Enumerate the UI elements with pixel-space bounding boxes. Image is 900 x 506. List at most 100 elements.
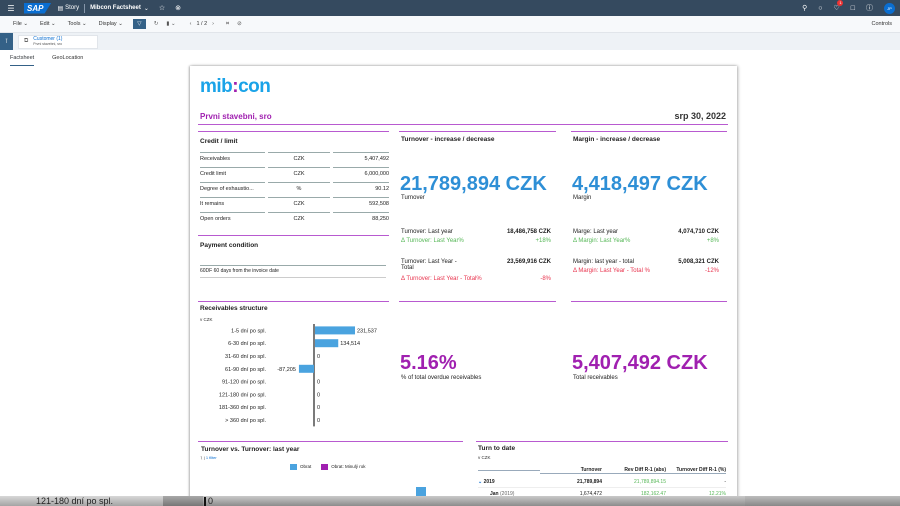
column-header[interactable]: Turnover Diff R-1 (%) (666, 467, 726, 474)
next-page-icon[interactable]: › (212, 21, 214, 27)
chart-filter-link[interactable]: ∖ | 1 filter (200, 455, 217, 460)
bar[interactable] (315, 339, 339, 348)
dimension-icon: ⧉ (24, 38, 29, 44)
legend-item[interactable]: Obrat: Minulý rok (321, 464, 366, 470)
menu-file[interactable]: File ⌄ (13, 21, 29, 27)
table-row: Receivables CZK 5,407,492 (200, 152, 389, 167)
menu-icon[interactable]: ☰ (7, 3, 15, 13)
receivables-structure-unit: v CZK (200, 317, 213, 322)
report-page: mib:con Prvni stavebni, sro srp 30, 2022… (190, 66, 737, 506)
close-circle-icon[interactable]: ⊗ (175, 5, 182, 12)
report-date: srp 30, 2022 (674, 111, 726, 121)
data-label: 0 (317, 405, 320, 411)
table-row: Credit limit CZK 6,000,000 (200, 167, 389, 182)
turnover-last-year-total-delta-value: -8% (540, 276, 551, 282)
legend-item[interactable]: Obrat (290, 464, 311, 470)
overdue-kpi-value[interactable]: 5.16% (400, 352, 457, 374)
overlay-category-label: 121-180 dní po spl. (36, 496, 114, 506)
turnover-title: Turnover - increase / decrease (401, 136, 495, 143)
mibcon-logo: mib:con (200, 76, 271, 97)
story-title[interactable]: Mibcon Factsheet (90, 5, 141, 11)
story-menu[interactable]: ▤ Story (57, 5, 79, 12)
filter-chip-subtitle: Prvni stavebni, sro (33, 42, 63, 46)
section-divider (399, 301, 556, 302)
fullscreen-icon[interactable]: ⌗ (225, 20, 230, 27)
bookmark-icon[interactable]: ▮ ⌄ (166, 21, 176, 27)
header-divider (198, 124, 728, 125)
margin-kpi-value[interactable]: 4,418,497 CZK (572, 173, 708, 195)
tab-factsheet[interactable]: Factsheet (10, 50, 35, 66)
section-divider (571, 301, 727, 302)
filter-chip-title: Customer (1) (33, 36, 63, 42)
table-row[interactable]: Jan (2019) 1,674,472 182,162.47 12.21% (490, 491, 726, 497)
margin-last-year-total-delta-label: Δ Margin: Last Year - Total % (573, 268, 650, 274)
collapse-icon[interactable]: ⌄ (478, 478, 484, 485)
section-divider (571, 131, 727, 132)
page-indicator: 1 / 2 (196, 21, 208, 27)
credit-limit-table: Receivables CZK 5,407,492 Credit limit CZK 6… (200, 152, 389, 227)
total-receivables-kpi-value[interactable]: 5,407,492 CZK (572, 352, 708, 374)
notifications-icon[interactable]: ♡ 1 (833, 0, 844, 12)
margin-last-year-total-delta-value: -12% (704, 268, 719, 274)
filter-icon: ∖ | (200, 455, 206, 460)
help-icon[interactable]: ⓘ (866, 5, 873, 12)
column-header[interactable]: Rev Diff R-1 (abs) (602, 467, 666, 474)
data-label: 0 (317, 354, 320, 360)
previous-page-icon[interactable]: ‹ (189, 21, 192, 27)
filter-icon: ▽ (137, 21, 142, 27)
search-icon[interactable]: ⚲ (802, 5, 808, 12)
filter-button[interactable]: ▽ (132, 19, 146, 29)
data-label: 231,537 (357, 328, 377, 334)
turnover-last-year-label: Turnover: Last year (401, 229, 453, 235)
category-label: 31-60 dní po spl. (225, 354, 266, 360)
column-header[interactable]: Turnover (540, 467, 602, 474)
story-label: Story (65, 5, 80, 11)
margin-title: Margin - increase / decrease (573, 136, 661, 143)
compass-icon[interactable]: ⊘ (237, 21, 242, 27)
category-label: 121-180 dní po spl. (219, 392, 267, 398)
bar[interactable] (298, 364, 314, 373)
table-row[interactable]: ⌄ 2019 21,789,894 21,789,894.15 - (478, 476, 726, 488)
turn-to-date-unit: v CZK (478, 455, 491, 460)
comments-icon[interactable]: □ (850, 4, 855, 12)
filter-chip-customer[interactable]: ⧉ Customer (1) Prvni stavebni, sro (18, 34, 98, 49)
story-canvas: mib:con Prvni stavebni, sro srp 30, 2022… (0, 66, 900, 506)
data-label: 0 (317, 380, 320, 386)
chevron-down-icon[interactable]: ⌄ (143, 5, 149, 12)
table-row: Degree of exhaustio...% 90.12 (200, 182, 389, 197)
margin-last-year-delta-value: +8% (706, 238, 719, 244)
tab-geolocation[interactable]: GeoLocation (52, 55, 84, 61)
section-divider (198, 131, 389, 132)
turnover-last-year-delta-label: Δ Turnover: Last Year% (401, 238, 464, 244)
sap-logo[interactable]: SAP (24, 2, 52, 14)
section-divider (198, 235, 389, 236)
lightbulb-icon[interactable]: ○ (818, 4, 823, 12)
data-label: 0 (317, 418, 320, 424)
margin-last-year-value: 4,074,710 CZK (678, 229, 719, 235)
menu-tools[interactable]: Tools ⌄ (67, 21, 87, 27)
payment-condition-value: 60DF 60 days from the invoice date (200, 265, 386, 278)
controls-button[interactable]: Controls (871, 21, 892, 27)
turnover-last-year-value: 18,486,758 CZK (506, 229, 551, 235)
notification-count: 1 (837, 0, 844, 6)
bar[interactable] (315, 326, 355, 335)
overdue-kpi-label: % of total overdue receivables (401, 375, 482, 381)
section-divider (399, 131, 556, 132)
margin-last-year-total-label: Margin: last year - total (573, 259, 635, 265)
chart-legend: Obrat Obrat: Minulý rok (290, 464, 366, 470)
company-name: Prvni stavebni, sro (200, 112, 272, 121)
menu-display[interactable]: Display ⌄ (98, 21, 123, 27)
turnover-kpi-label: Turnover (401, 195, 425, 201)
magnifier-overlay: 121-180 dní po spl. 0 (0, 496, 900, 506)
filter-panel-button[interactable]: ⊺ (0, 33, 13, 50)
turnover-kpi-value[interactable]: 21,789,894 CZK (400, 173, 547, 195)
menu-edit[interactable]: Edit ⌄ (40, 21, 56, 27)
receivables-structure-title: Receivables structure (200, 305, 268, 312)
avatar[interactable]: JP (884, 2, 895, 14)
filter-add-icon: ⊺ (4, 39, 9, 45)
section-divider (198, 441, 463, 442)
overlay-axis (204, 497, 206, 506)
filter-bar: ⊺ ⧉ Customer (1) Prvni stavebni, sro (0, 33, 900, 50)
refresh-icon[interactable]: ↻ (153, 21, 159, 27)
favorite-star-icon[interactable]: ☆ (158, 5, 166, 12)
